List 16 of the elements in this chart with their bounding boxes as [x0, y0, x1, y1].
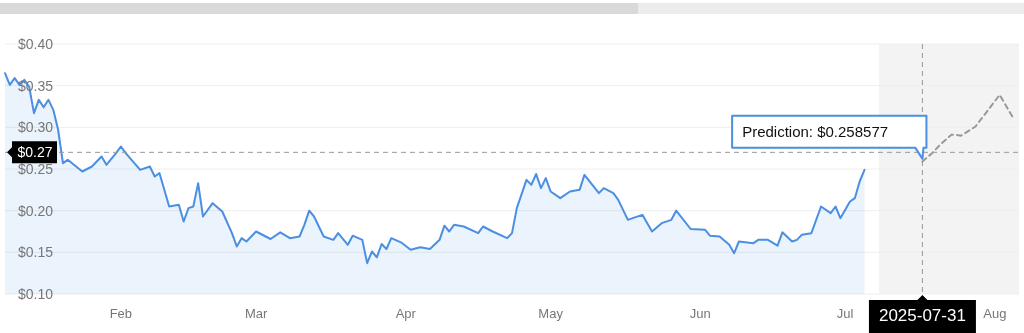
y-tick-label: $0.20	[18, 202, 54, 219]
x-tick-label: Jun	[689, 306, 711, 321]
y-tick-label: $0.10	[18, 286, 54, 302]
x-tick-label: Apr	[395, 306, 417, 321]
x-tick-label: Mar	[244, 306, 268, 321]
y-tick-label: $0.25	[18, 161, 54, 177]
x-tick-label: Feb	[109, 306, 133, 321]
y-tick-label: $0.15	[18, 244, 54, 261]
x-tick-label: Aug	[983, 306, 1007, 321]
y-tick-label: $0.40	[18, 36, 54, 52]
y-tick-label: $0.30	[18, 119, 54, 136]
x-tick-label: May	[538, 306, 564, 321]
ref-line-label: $0.27	[17, 144, 53, 161]
ref-line-label: 2025-07-31	[878, 306, 966, 325]
x-tick-label: Jul	[836, 306, 854, 321]
annotation: Prediction: $0.258577	[742, 122, 889, 140]
